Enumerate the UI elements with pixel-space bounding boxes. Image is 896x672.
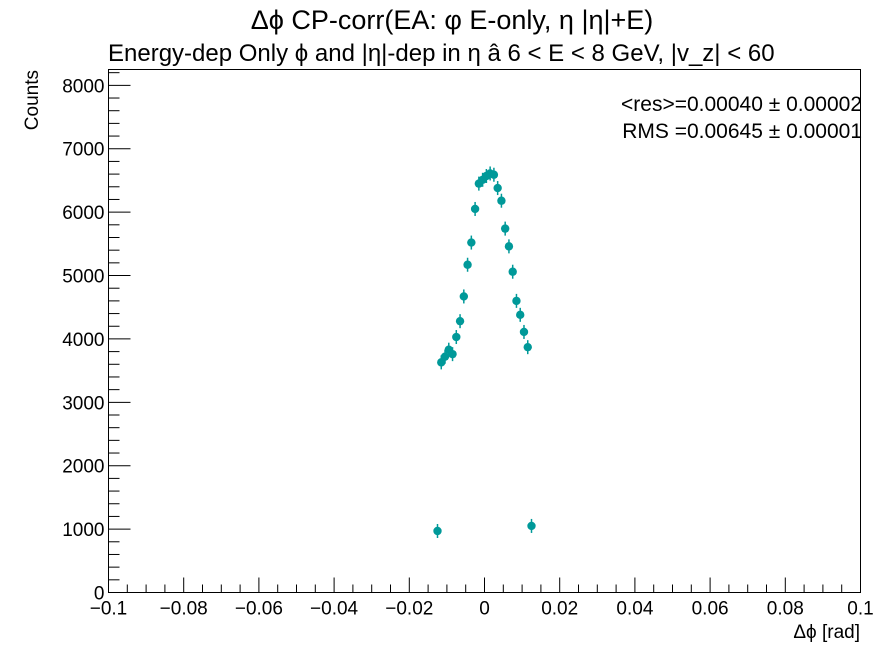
data-point — [452, 330, 461, 345]
data-point — [493, 181, 502, 196]
y-tick-label: 7000 — [62, 140, 104, 161]
data-point — [440, 349, 450, 364]
data-point — [433, 524, 442, 539]
x-tick-label: 0.1 — [847, 599, 873, 620]
y-axis-tick-labels: 0 1000 2000 3000 4000 5000 6000 7000 8000 — [62, 76, 104, 604]
data-point — [459, 289, 469, 304]
data-point — [463, 257, 472, 272]
x-tick-label: −0.1 — [90, 599, 128, 620]
data-point — [500, 221, 510, 236]
data-points — [433, 166, 536, 539]
x-tick-label: 0.06 — [692, 599, 729, 620]
y-tick-label: 1000 — [62, 520, 104, 541]
data-point — [455, 314, 465, 329]
data-point — [508, 264, 517, 279]
y-axis-ticks — [108, 72, 131, 593]
y-tick-label: 2000 — [62, 457, 104, 478]
chart-subtitle: Energy-dep Only ϕ and |η|-dep in η â 6 <… — [108, 40, 775, 67]
x-axis-label: Δϕ [rad] — [793, 622, 860, 643]
data-point — [519, 324, 529, 339]
x-tick-label: 0.02 — [541, 599, 578, 620]
x-tick-label: 0.08 — [767, 599, 804, 620]
data-point — [516, 307, 525, 322]
y-tick-label: 0 — [94, 584, 105, 605]
y-tick-label: 8000 — [62, 76, 104, 97]
x-tick-label: 0 — [479, 599, 490, 620]
data-point — [489, 167, 499, 182]
data-point — [512, 293, 521, 308]
stat-mean: <res>=0.00040 ± 0.00002 — [621, 93, 862, 116]
y-tick-label: 6000 — [62, 203, 104, 224]
y-axis-label: Counts — [22, 70, 43, 130]
data-point — [527, 518, 536, 533]
data-point — [523, 340, 532, 355]
x-tick-label: −0.06 — [235, 599, 283, 620]
stat-rms: RMS =0.00645 ± 0.00001 — [622, 120, 862, 143]
plot-frame — [108, 69, 861, 593]
y-tick-label: 5000 — [62, 267, 104, 288]
x-axis-tick-labels: −0.1 −0.08 −0.06 −0.04 −0.02 0 0.02 0.04 0.06 0.0… — [90, 599, 874, 620]
x-tick-label: −0.02 — [385, 599, 433, 620]
x-axis-ticks — [108, 577, 861, 593]
chart-title: Δϕ CP-corr(EA: φ E-only, η |η|+E) — [251, 5, 654, 35]
data-point — [470, 201, 480, 216]
x-tick-label: −0.04 — [310, 599, 359, 620]
data-point — [467, 235, 476, 250]
data-point — [448, 347, 457, 362]
data-point — [504, 239, 514, 254]
y-tick-label: 3000 — [62, 393, 104, 414]
x-tick-label: 0.04 — [616, 599, 653, 620]
x-tick-label: −0.08 — [160, 599, 208, 620]
y-tick-label: 4000 — [62, 330, 104, 351]
data-point — [497, 193, 506, 208]
